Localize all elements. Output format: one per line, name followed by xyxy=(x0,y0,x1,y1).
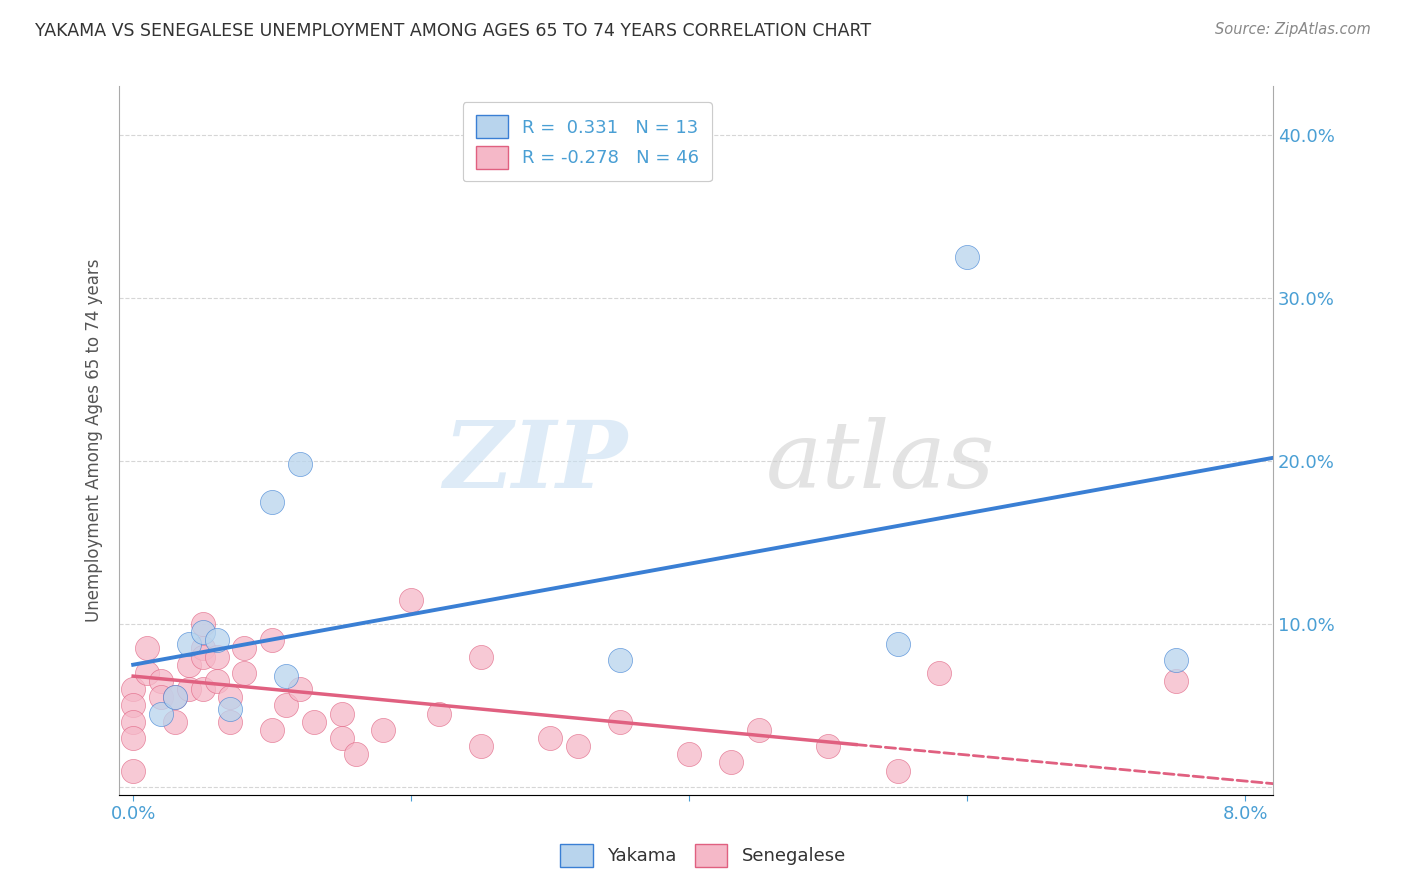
Point xyxy=(163,690,186,705)
Point xyxy=(205,649,228,664)
Point xyxy=(678,747,700,762)
Point xyxy=(136,665,159,680)
Point xyxy=(748,723,770,737)
Point xyxy=(122,764,145,778)
Point xyxy=(373,723,395,737)
Point xyxy=(163,714,186,729)
Point xyxy=(149,706,172,721)
Point xyxy=(302,714,325,729)
Point xyxy=(262,633,284,648)
Point xyxy=(191,625,214,640)
Point xyxy=(609,653,631,667)
Point xyxy=(288,458,311,472)
Point xyxy=(609,714,631,729)
Point xyxy=(288,682,311,697)
Point xyxy=(122,682,145,697)
Point xyxy=(219,690,242,705)
Point xyxy=(274,698,297,713)
Point xyxy=(205,673,228,688)
Point xyxy=(191,641,214,656)
Legend: Yakama, Senegalese: Yakama, Senegalese xyxy=(553,837,853,874)
Point xyxy=(233,665,256,680)
Legend: R =  0.331   N = 13, R = -0.278   N = 46: R = 0.331 N = 13, R = -0.278 N = 46 xyxy=(463,103,711,181)
Point xyxy=(191,617,214,632)
Point xyxy=(427,706,450,721)
Point xyxy=(177,636,200,650)
Point xyxy=(928,665,950,680)
Point xyxy=(1164,673,1187,688)
Point xyxy=(330,731,353,745)
Point xyxy=(538,731,561,745)
Text: Source: ZipAtlas.com: Source: ZipAtlas.com xyxy=(1215,22,1371,37)
Point xyxy=(330,706,353,721)
Point xyxy=(122,698,145,713)
Point xyxy=(122,714,145,729)
Point xyxy=(399,592,422,607)
Point xyxy=(219,702,242,716)
Point xyxy=(470,739,492,754)
Point xyxy=(344,747,367,762)
Point xyxy=(219,714,242,729)
Text: YAKAMA VS SENEGALESE UNEMPLOYMENT AMONG AGES 65 TO 74 YEARS CORRELATION CHART: YAKAMA VS SENEGALESE UNEMPLOYMENT AMONG … xyxy=(35,22,872,40)
Point xyxy=(567,739,589,754)
Point xyxy=(191,682,214,697)
Point xyxy=(177,682,200,697)
Point xyxy=(720,756,742,770)
Point xyxy=(149,690,172,705)
Point xyxy=(1164,653,1187,667)
Point xyxy=(262,495,284,509)
Point xyxy=(149,673,172,688)
Point xyxy=(470,649,492,664)
Point xyxy=(817,739,839,754)
Point xyxy=(956,251,979,265)
Point xyxy=(205,633,228,648)
Point xyxy=(233,641,256,656)
Point xyxy=(136,641,159,656)
Point xyxy=(191,649,214,664)
Point xyxy=(177,657,200,672)
Text: ZIP: ZIP xyxy=(443,417,627,507)
Point xyxy=(886,764,908,778)
Y-axis label: Unemployment Among Ages 65 to 74 years: Unemployment Among Ages 65 to 74 years xyxy=(86,259,103,623)
Text: atlas: atlas xyxy=(765,417,995,507)
Point xyxy=(163,690,186,705)
Point xyxy=(122,731,145,745)
Point xyxy=(262,723,284,737)
Point xyxy=(886,636,908,650)
Point xyxy=(274,669,297,683)
